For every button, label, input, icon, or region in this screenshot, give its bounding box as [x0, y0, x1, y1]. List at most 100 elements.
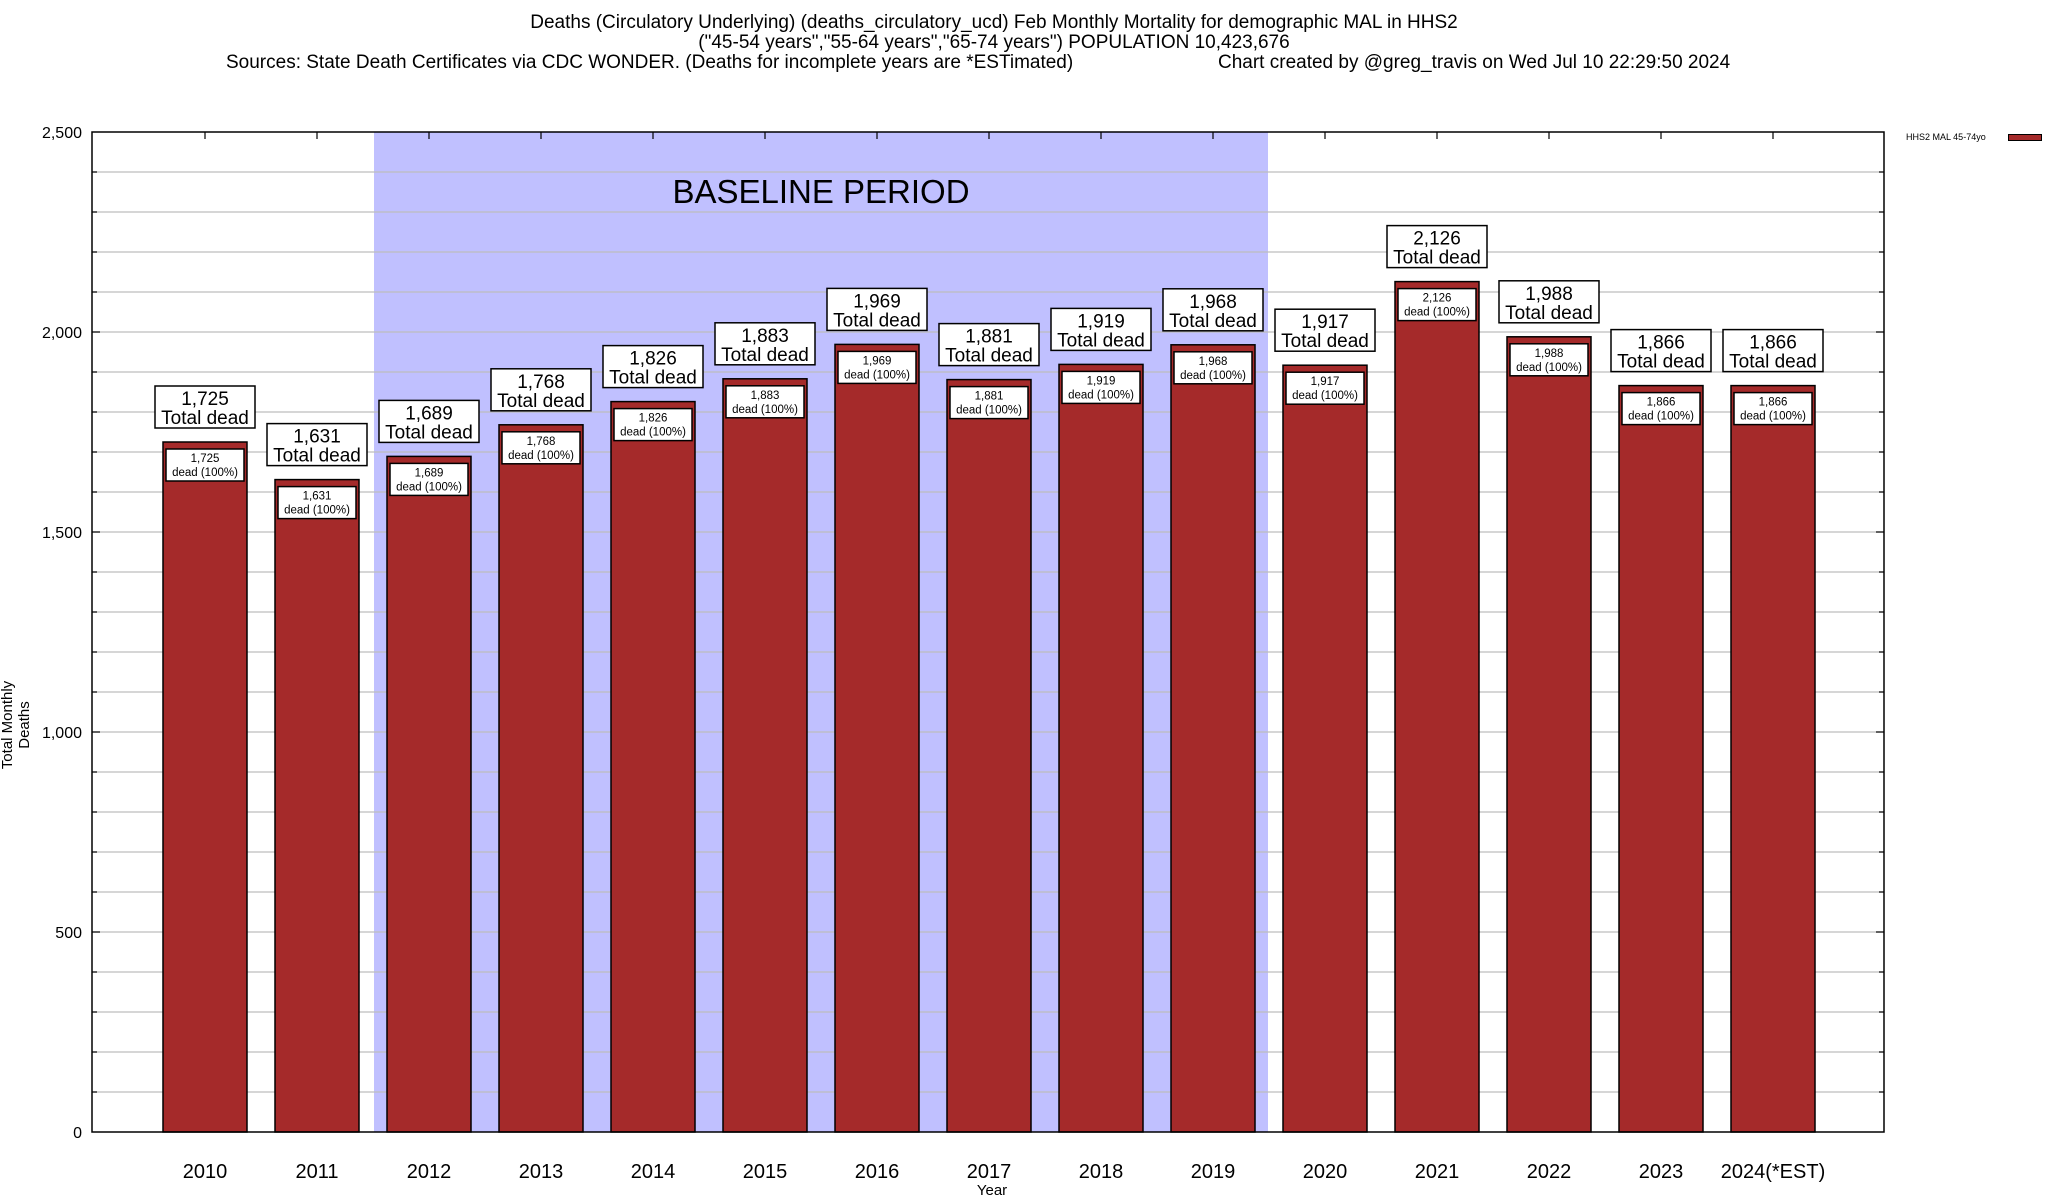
bar-total-dead-label: Total dead	[161, 408, 249, 429]
x-tick-label: 2019	[1191, 1161, 1236, 1183]
bar-total-value-label: 1,826	[629, 349, 677, 370]
bar	[946, 378, 1032, 1133]
bar-inner-dead-label: dead (100%)	[1740, 411, 1806, 423]
bar-total-value-label: 1,725	[181, 389, 229, 410]
bar-inner-dead-label: dead (100%)	[1628, 411, 1694, 423]
bar-inner-dead-label: dead (100%)	[1068, 389, 1134, 401]
bar-inner-label-box	[949, 385, 1029, 420]
bar-total-label-box	[378, 399, 480, 444]
x-tick-label: 2021	[1415, 1161, 1460, 1183]
y-tick-label: 500	[55, 925, 82, 942]
bar-inner-dead-label: dead (100%)	[172, 467, 238, 479]
bar-total-value-label: 1,631	[293, 427, 341, 448]
bar-total-value-label: 1,866	[1749, 333, 1797, 354]
bar-inner-value-label: 1,969	[863, 355, 892, 367]
bar-total-dead-label: Total dead	[1169, 311, 1257, 332]
x-tick-label: 2012	[407, 1161, 452, 1183]
bar-total-dead-label: Total dead	[1505, 303, 1593, 324]
bar-total-label-box	[1050, 307, 1152, 352]
bar-total-value-label: 1,881	[965, 327, 1013, 348]
x-tick-label: 2013	[519, 1161, 564, 1183]
bar-total-value-label: 1,917	[1301, 312, 1349, 333]
bar-total-dead-label: Total dead	[385, 422, 473, 443]
baseline-period-label: BASELINE PERIOD	[672, 173, 969, 210]
chart-credit: Chart created by @greg_travis on Wed Jul…	[1218, 52, 1731, 73]
bar-inner-label-box	[165, 448, 245, 482]
bar-inner-dead-label: dead (100%)	[1404, 307, 1470, 319]
bar-total-dead-label: Total dead	[1393, 248, 1481, 269]
y-tick-label: 1,000	[42, 725, 82, 742]
bar-total-value-label: 1,969	[853, 291, 901, 312]
bar-inner-label-box	[837, 350, 917, 385]
bar-inner-value-label: 1,883	[751, 390, 780, 402]
bar-inner-value-label: 1,968	[1199, 356, 1228, 368]
bar-inner-dead-label: dead (100%)	[956, 405, 1022, 417]
legend-swatch	[2008, 134, 2042, 141]
bar-inner-label-box	[1621, 391, 1701, 426]
x-axis-label: Year	[976, 1182, 1008, 1199]
bar-inner-dead-label: dead (100%)	[508, 450, 574, 462]
bar-inner-label-box	[277, 485, 357, 520]
bar-inner-label-box	[1509, 343, 1589, 377]
bar-total-label-box	[1274, 308, 1376, 352]
x-tick-label: 2024(*EST)	[1721, 1161, 1826, 1183]
bar-total-dead-label: Total dead	[721, 345, 809, 366]
bar-inner-value-label: 1,917	[1311, 376, 1340, 388]
bar	[162, 441, 248, 1133]
plot-frame	[91, 131, 1885, 1133]
bar-total-dead-label: Total dead	[1617, 352, 1705, 373]
x-tick-label: 2017	[967, 1161, 1012, 1183]
chart-title: Deaths (Circulatory Underlying) (deaths_…	[530, 12, 1458, 33]
y-axis-label: Total Monthly Deaths	[0, 680, 33, 770]
y-tick-label: 2,000	[42, 325, 82, 342]
bar-total-label-box	[714, 322, 816, 366]
bar-inner-dead-label: dead (100%)	[1292, 390, 1358, 402]
bar	[834, 343, 920, 1133]
bar-inner-label-box	[725, 385, 805, 419]
bar-inner-value-label: 1,881	[975, 391, 1004, 403]
bar-total-value-label: 1,866	[1637, 333, 1685, 354]
bar-total-label-box	[602, 344, 704, 389]
chart-sources: Sources: State Death Certificates via CD…	[226, 52, 1074, 73]
bar-inner-label-box	[613, 407, 693, 442]
bar-inner-dead-label: dead (100%)	[396, 481, 462, 493]
bar-total-dead-label: Total dead	[1057, 330, 1145, 351]
y-tick-label: 0	[73, 1125, 82, 1142]
bar-total-value-label: 1,883	[741, 326, 789, 347]
bar-total-value-label: 1,988	[1525, 284, 1573, 305]
x-tick-label: 2011	[295, 1161, 338, 1183]
bar	[722, 378, 808, 1133]
bar-inner-value-label: 1,768	[527, 436, 556, 448]
bar	[386, 455, 472, 1133]
bar	[1618, 384, 1704, 1133]
bar-total-label-box	[1162, 288, 1264, 332]
bar-total-label-box	[490, 368, 592, 412]
y-tick-label: 1,500	[42, 525, 82, 542]
bar-inner-value-label: 1,631	[303, 491, 332, 503]
x-tick-label: 2023	[1639, 1161, 1684, 1183]
bar-total-dead-label: Total dead	[497, 391, 585, 412]
x-tick-label: 2018	[1079, 1161, 1124, 1183]
x-tick-label: 2016	[855, 1161, 900, 1183]
x-tick-label: 2015	[743, 1161, 788, 1183]
bar-inner-dead-label: dead (100%)	[1180, 370, 1246, 382]
bar-inner-value-label: 1,919	[1087, 375, 1116, 387]
bar	[1394, 280, 1480, 1133]
bar-total-dead-label: Total dead	[273, 446, 361, 467]
legend-label: HHS2 MAL 45-74yo	[1906, 132, 1986, 142]
bar-inner-label-box	[1733, 391, 1813, 426]
bar-inner-label-box	[1061, 370, 1141, 405]
bar-total-value-label: 1,968	[1189, 292, 1237, 313]
bar-total-value-label: 1,919	[1077, 311, 1125, 332]
bar-total-dead-label: Total dead	[833, 310, 921, 331]
